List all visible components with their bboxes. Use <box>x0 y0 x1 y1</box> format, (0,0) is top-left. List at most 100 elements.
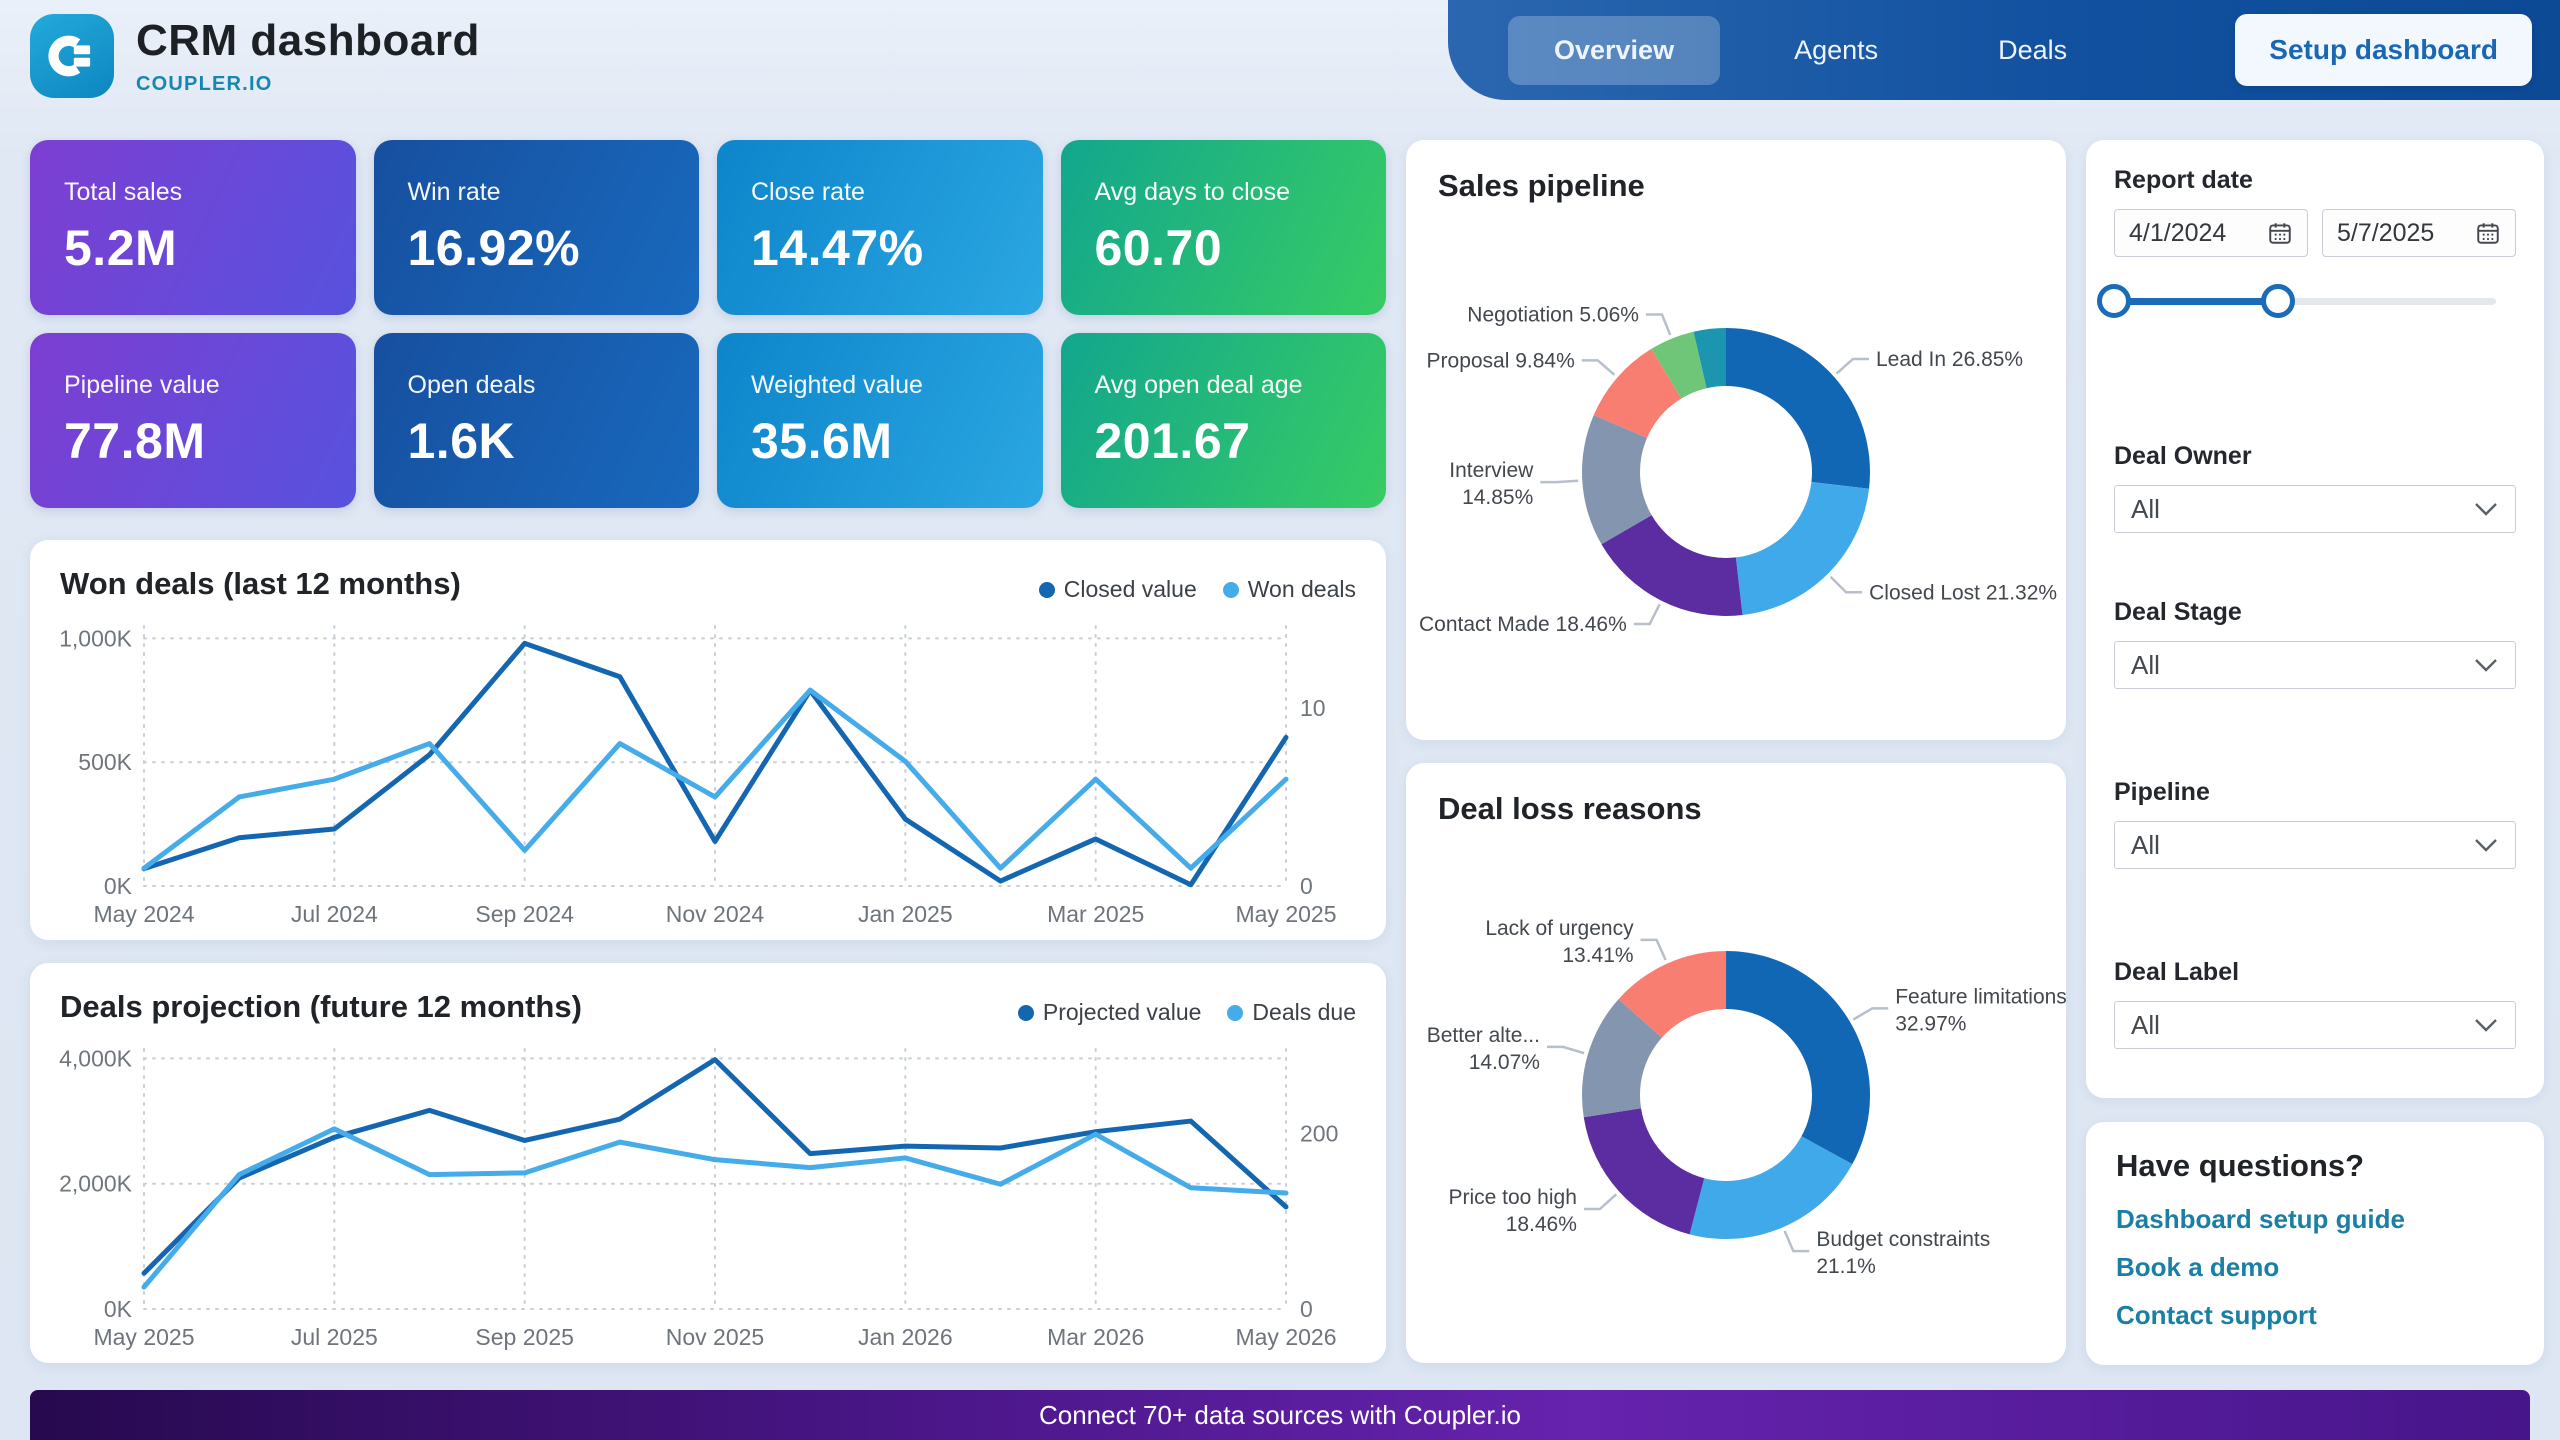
x-axis-tick: Sep 2025 <box>475 1324 573 1350</box>
series-closed-value[interactable] <box>141 640 1289 888</box>
report-date-range-slider[interactable] <box>2097 281 2496 321</box>
donut-label-lack-of-urgency: Lack of urgency 13.41% <box>1485 917 1634 967</box>
report-date-label: Report date <box>2114 166 2253 194</box>
nav-tab-overview[interactable]: Overview <box>1508 15 1721 85</box>
donut-slice-interview[interactable] <box>1582 414 1652 545</box>
series-projected-value[interactable] <box>141 1057 1289 1276</box>
donut-label-budget-constraints: Budget constraints 21.1% <box>1816 1228 1990 1278</box>
kpi-card-avg-open-deal-age: Avg open deal age 201.67 <box>1060 333 1386 508</box>
top-nav: Overview Agents Deals Setup dashboard <box>1448 0 2560 100</box>
kpi-label: Total sales <box>64 178 183 206</box>
donut-slice-lack-of-urgency[interactable] <box>1618 951 1727 1038</box>
slider-start-handle[interactable] <box>2097 284 2131 318</box>
donut-slice-lead-in[interactable] <box>1726 328 1870 489</box>
slider-track <box>2114 298 2496 305</box>
label-leader-line <box>1829 575 1863 594</box>
legend-item-closed-value: Closed value <box>1038 576 1197 603</box>
help-links: Dashboard setup guide Book a demo Contact … <box>2116 1204 2514 1331</box>
pipeline-dropdown[interactable]: All <box>2114 821 2516 869</box>
deal-stage-dropdown[interactable]: All <box>2114 641 2516 689</box>
sales-pipeline-donut-canvas[interactable]: Lead In 26.85% Closed Lost 21.32% Contact … <box>1419 210 2057 716</box>
kpi-label: Close rate <box>751 178 865 206</box>
deal-loss-reasons-donut-canvas[interactable]: Feature limitations 32.97% Budget constrai… <box>1427 833 2067 1339</box>
kpi-label: Avg open deal age <box>1094 371 1303 399</box>
chevron-down-icon <box>2475 659 2497 672</box>
kpi-card-avg-days-to-close: Avg days to close 60.70 <box>1060 140 1386 315</box>
kpi-label: Open deals <box>407 371 536 399</box>
label-leader-line <box>1640 938 1667 961</box>
x-axis-tick: May 2025 <box>93 1324 194 1350</box>
deals-projection-chart-canvas[interactable]: 0K 2,000K 4,000K 0 200 May 2025 Jul 2025 Sep 20… <box>59 1035 1356 1355</box>
legend-item-projected-value: Projected value <box>1017 999 1201 1026</box>
donut-slice-closed-lost[interactable] <box>1735 481 1870 616</box>
filter-panel: Report date 4/1/2024 5/7/2025 <box>2086 140 2544 1098</box>
report-date-end-input[interactable]: 5/7/2025 <box>2322 209 2516 257</box>
calendar-icon <box>2477 223 2499 244</box>
legend-dot <box>1227 1004 1244 1021</box>
won-deals-card: Won deals (last 12 months) Closed value W… <box>30 540 1386 940</box>
pipeline-label: Pipeline <box>2114 778 2210 806</box>
have-questions-card: Have questions? Dashboard setup guide Boo… <box>2086 1122 2544 1365</box>
donut-slice-feature-limitations[interactable] <box>1726 951 1870 1165</box>
deals-projection-card: Deals projection (future 12 months) Proj… <box>30 963 1386 1363</box>
kpi-label: Pipeline value <box>64 371 220 399</box>
legend-item-deals-due: Deals due <box>1227 999 1356 1026</box>
label-leader-line <box>1835 357 1869 375</box>
kpi-value: 16.92% <box>407 220 581 276</box>
donut-slice-contact-made[interactable] <box>1601 515 1743 616</box>
kpi-value: 201.67 <box>1094 413 1251 469</box>
kpi-card-win-rate: Win rate 16.92% <box>373 140 699 315</box>
label-leader-line <box>1583 1193 1618 1211</box>
setup-dashboard-button[interactable]: Setup dashboard <box>2235 14 2532 86</box>
x-axis-tick: Mar 2025 <box>1047 901 1144 927</box>
have-questions-title: Have questions? <box>2116 1148 2365 1183</box>
donut-label-contact-made: Contact Made 18.46% <box>1419 613 1627 636</box>
legend-dot <box>1222 581 1239 598</box>
series-won-deals[interactable] <box>141 687 1289 871</box>
deal-label-dropdown[interactable]: All <box>2114 1001 2516 1049</box>
link-book-a-demo[interactable]: Book a demo <box>2116 1252 2280 1282</box>
y2-axis-tick: 0 <box>1300 1296 1313 1322</box>
donut-slice-budget-constraints[interactable] <box>1689 1136 1853 1239</box>
chevron-down-icon <box>2475 839 2497 852</box>
x-axis-tick: May 2025 <box>1235 901 1336 927</box>
donut-slice-better-alte[interactable] <box>1582 999 1662 1118</box>
donut-slice-proposal[interactable] <box>1593 348 1682 438</box>
donut-slice-item[interactable] <box>1693 328 1726 389</box>
kpi-card-total-sales: Total sales 5.2M <box>30 140 356 315</box>
donut-slice-negotiation[interactable] <box>1651 331 1707 399</box>
link-contact-support[interactable]: Contact support <box>2116 1300 2317 1330</box>
link-dashboard-setup-guide[interactable]: Dashboard setup guide <box>2116 1204 2405 1234</box>
won-deals-legend: Closed value Won deals <box>1038 576 1356 603</box>
slider-end-handle[interactable] <box>2261 284 2296 318</box>
x-axis-tick: Nov 2025 <box>666 1324 764 1350</box>
chevron-down-icon <box>2475 503 2497 516</box>
donut-label-lead-in: Lead In 26.85% <box>1876 348 2023 371</box>
kpi-value: 77.8M <box>64 413 206 469</box>
series-deals-due[interactable] <box>141 1126 1289 1290</box>
kpi-value: 14.47% <box>751 220 924 276</box>
coupler-logo-icon <box>30 14 114 98</box>
x-axis-tick: Jul 2024 <box>291 901 378 927</box>
legend-dot <box>1017 1004 1034 1021</box>
deal-owner-dropdown[interactable]: All <box>2114 485 2516 533</box>
y-axis-tick: 0K <box>104 1296 133 1322</box>
deals-projection-title: Deals projection (future 12 months) <box>60 989 582 1024</box>
promo-banner[interactable]: Connect 70+ data sources with Coupler.io <box>30 1390 2530 1440</box>
won-deals-chart-canvas[interactable]: 0K 500K 1,000K 0 10 May 2024 Jul 2024 Sep 2024 N… <box>59 612 1356 932</box>
y-axis-tick: 1,000K <box>59 625 133 651</box>
deal-label-label: Deal Label <box>2114 958 2240 986</box>
donut-slice-price-too-high[interactable] <box>1583 1108 1705 1235</box>
label-leader-line <box>1581 359 1616 376</box>
report-date-start-input[interactable]: 4/1/2024 <box>2114 209 2308 257</box>
nav-tab-agents[interactable]: Agents <box>1794 34 1879 65</box>
donut-label-feature-limitations: Feature limitations 32.97% <box>1895 985 2067 1035</box>
deal-loss-reasons-title: Deal loss reasons <box>1438 791 1702 826</box>
brand-name: COUPLER.IO <box>136 73 273 95</box>
donut-label-better-alte: Better alte... 14.07% <box>1427 1024 1540 1074</box>
x-axis-tick: Nov 2024 <box>666 901 765 927</box>
nav-tab-deals[interactable]: Deals <box>1998 34 2068 65</box>
kpi-value: 5.2M <box>64 220 178 276</box>
sales-pipeline-title: Sales pipeline <box>1438 168 1645 203</box>
